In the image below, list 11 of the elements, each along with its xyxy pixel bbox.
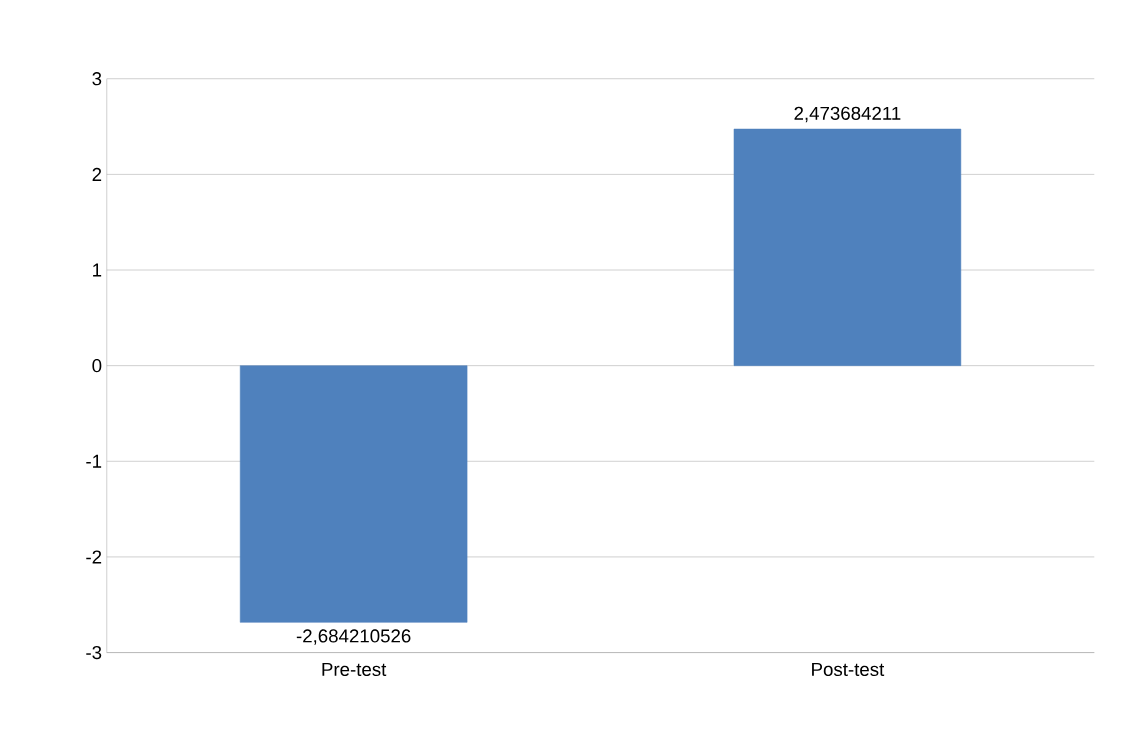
y-tick-label: 3 (92, 72, 102, 86)
y-tick-label: 2 (92, 168, 102, 182)
data-label: 2,473684211 (794, 106, 901, 123)
y-tick-label: -2 (86, 550, 102, 564)
x-tick-label: Pre-test (322, 663, 387, 677)
y-tick-label: -3 (86, 646, 102, 660)
y-tick-label: 1 (93, 263, 102, 277)
data-label: -2,684210526 (296, 629, 411, 645)
y-tick-label: -1 (86, 455, 102, 468)
y-tick-label: 0 (92, 359, 102, 373)
x-tick-label: Post-test (812, 663, 885, 677)
